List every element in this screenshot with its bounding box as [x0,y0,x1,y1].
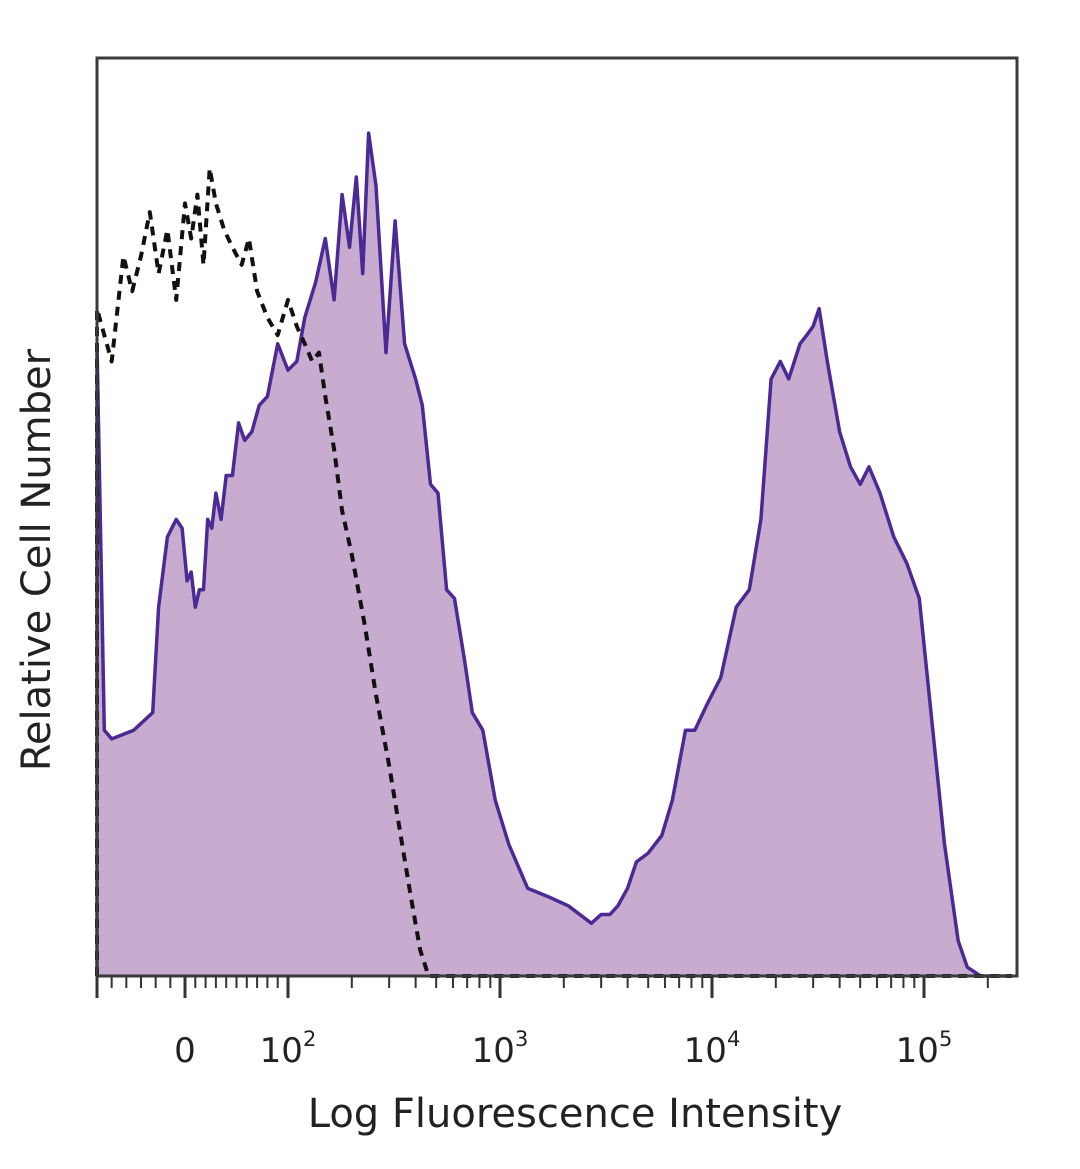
y-axis-title: Relative Cell Number [14,348,60,771]
x-axis-title: Log Fluorescence Intensity [308,1091,843,1137]
plot-frame [95,56,1019,978]
control-histogram-line [95,166,1012,978]
stained-histogram-line [95,131,1012,978]
x-axis-tick-labels: 0 102 103 104 105 [174,1027,952,1071]
x-tick-label: 0 [174,1031,196,1071]
x-tick-label: 103 [472,1027,529,1071]
stained-histogram-fill [97,133,1012,977]
x-tick-label: 105 [896,1027,953,1071]
x-tick-label: 102 [260,1027,317,1071]
series-layer [95,131,1012,978]
x-tick-label: 104 [684,1027,741,1071]
x-axis-ticks [95,976,989,998]
